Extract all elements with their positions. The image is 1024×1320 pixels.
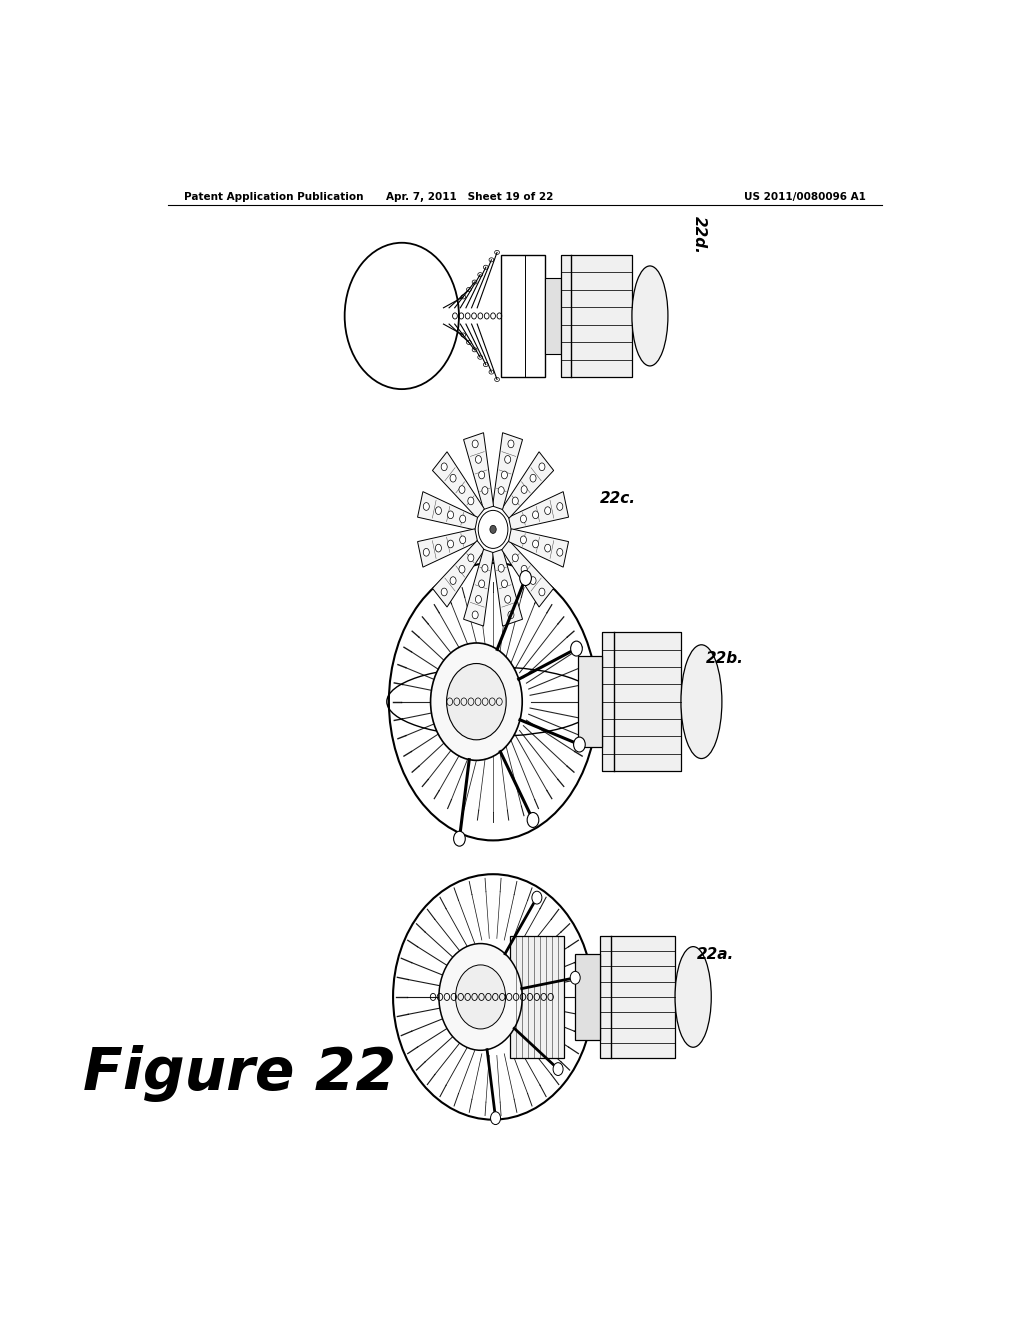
Circle shape [478,471,484,479]
Circle shape [520,536,526,544]
Circle shape [512,554,518,562]
Text: Apr. 7, 2011   Sheet 19 of 22: Apr. 7, 2011 Sheet 19 of 22 [386,191,553,202]
Circle shape [502,471,508,479]
Circle shape [505,455,511,463]
Ellipse shape [675,946,712,1047]
Bar [579,656,602,747]
Circle shape [520,570,531,586]
Circle shape [545,507,551,515]
Circle shape [447,540,454,548]
Circle shape [446,664,506,739]
Polygon shape [502,451,554,519]
Circle shape [489,525,497,533]
Circle shape [490,1111,501,1125]
Circle shape [451,474,456,482]
Text: US 2011/0080096 A1: US 2011/0080096 A1 [744,191,866,202]
Circle shape [472,440,478,447]
Bar [602,632,681,771]
Circle shape [539,589,545,595]
Ellipse shape [389,562,597,841]
Circle shape [539,463,545,471]
Polygon shape [418,491,477,531]
Polygon shape [432,540,484,607]
Circle shape [521,486,527,494]
Polygon shape [432,451,484,519]
Text: 22b.: 22b. [706,652,743,667]
Circle shape [498,565,504,572]
Circle shape [508,440,514,447]
Circle shape [530,474,536,482]
Circle shape [553,1063,563,1076]
Circle shape [498,487,504,495]
Circle shape [456,965,506,1030]
Ellipse shape [681,644,722,759]
Polygon shape [464,433,494,510]
Circle shape [570,642,583,656]
Polygon shape [418,529,477,568]
Polygon shape [493,549,522,626]
Circle shape [482,565,488,572]
Bar [501,255,545,378]
Circle shape [531,891,542,904]
Circle shape [573,737,586,752]
Circle shape [527,813,539,828]
Circle shape [468,498,474,504]
Polygon shape [493,433,522,510]
Text: Figure 22: Figure 22 [83,1044,395,1102]
Text: Patent Application Publication: Patent Application Publication [183,191,364,202]
Circle shape [459,565,465,573]
Circle shape [505,595,511,603]
Text: 22c.: 22c. [600,491,636,507]
Circle shape [475,595,481,603]
Circle shape [530,577,536,585]
Circle shape [423,503,429,511]
Circle shape [570,972,581,985]
Circle shape [468,554,474,562]
Circle shape [441,463,447,471]
Circle shape [521,565,527,573]
Bar [545,277,560,354]
Ellipse shape [632,265,668,366]
Circle shape [532,511,539,519]
Bar [510,936,564,1059]
Ellipse shape [393,874,593,1119]
Circle shape [472,611,478,619]
Circle shape [454,832,465,846]
Circle shape [532,540,539,548]
Circle shape [545,544,551,552]
Circle shape [475,455,481,463]
Circle shape [557,548,563,556]
Circle shape [512,498,518,504]
Circle shape [520,515,526,523]
Circle shape [508,611,514,619]
Circle shape [459,486,465,494]
Bar [560,255,632,378]
Text: 22a.: 22a. [697,946,734,962]
Circle shape [460,536,466,544]
Circle shape [502,579,508,587]
Text: 22d.: 22d. [691,215,707,253]
Circle shape [345,243,459,389]
Circle shape [557,503,563,511]
Circle shape [441,589,447,595]
Polygon shape [464,549,494,626]
Bar [575,954,600,1040]
Polygon shape [509,529,568,568]
Circle shape [423,548,429,556]
Circle shape [435,507,441,515]
Bar [600,936,675,1059]
Circle shape [447,511,454,519]
Polygon shape [509,491,568,531]
Circle shape [451,577,456,585]
Circle shape [482,487,488,495]
Circle shape [478,579,484,587]
Circle shape [439,944,522,1051]
Circle shape [460,515,466,523]
Circle shape [435,544,441,552]
Polygon shape [502,540,554,607]
Circle shape [430,643,522,760]
